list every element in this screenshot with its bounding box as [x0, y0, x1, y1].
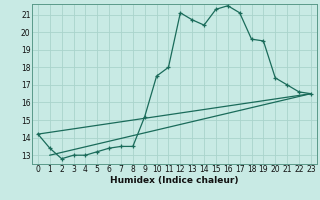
X-axis label: Humidex (Indice chaleur): Humidex (Indice chaleur)	[110, 176, 239, 185]
